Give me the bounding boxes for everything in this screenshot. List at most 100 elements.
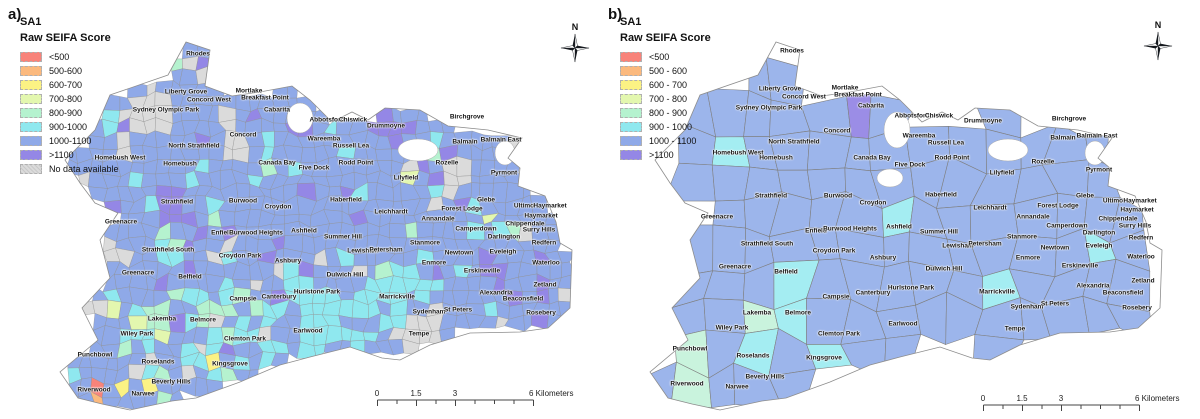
legend-item: 600 - 700 <box>620 78 711 92</box>
legend-item-label: 500-600 <box>49 66 83 76</box>
sa1-cell <box>127 315 148 330</box>
suburb-polygon <box>768 368 817 410</box>
legend-item-label: 1000 - 1100 <box>649 136 697 146</box>
sa1-mosaic <box>64 42 572 410</box>
sa1-cell <box>313 264 330 278</box>
legend-item: >1100 <box>620 148 711 162</box>
scale-tick-label: 1.5 <box>410 389 422 398</box>
legend-swatch <box>20 108 42 118</box>
sa1-cell <box>405 221 418 239</box>
legend-item: 900 - 1000 <box>620 120 711 134</box>
sa1-cell <box>427 119 444 133</box>
sa1-cell <box>483 301 498 317</box>
legend-swatch <box>620 122 642 132</box>
legend-swatch <box>20 150 42 160</box>
legend-item: 700-800 <box>20 92 119 106</box>
sa1-cell <box>466 220 485 241</box>
sa1-cell <box>466 275 481 292</box>
legend-item-label: 800 - 900 <box>649 108 688 118</box>
sa1-cell <box>328 185 343 197</box>
scale-tick-label: 6 Kilometers <box>529 389 574 398</box>
legend-a: SA1 Raw SEIFA Score <500 500-600 600-700 70… <box>20 16 119 176</box>
legend-item: 800 - 900 <box>620 106 711 120</box>
sa1-cell <box>169 214 183 223</box>
sa1-cell <box>155 390 173 410</box>
legend-swatch <box>20 164 42 174</box>
sa1-cell <box>286 79 299 99</box>
choropleth-map-sa1 <box>59 41 573 411</box>
water-body <box>286 102 314 134</box>
compass-star-icon <box>1143 31 1173 61</box>
legend-item: <500 <box>620 50 711 64</box>
legend-swatch <box>620 80 642 90</box>
legend-item-label: 700 - 800 <box>649 94 688 104</box>
sa1-cell <box>168 196 183 215</box>
legend-swatch <box>20 66 42 76</box>
legend-item-label: >1100 <box>49 150 74 160</box>
scale-bar-line <box>377 399 534 406</box>
sa1-cell <box>168 312 186 333</box>
legend-item: 900-1000 <box>20 120 119 134</box>
sa1-cell <box>536 288 550 305</box>
north-arrow: N <box>557 22 593 63</box>
legend-swatch <box>620 52 642 62</box>
sa1-cell <box>416 221 434 238</box>
legend-item: 1000-1100 <box>20 134 119 148</box>
legend-item-label: No data available <box>49 164 119 174</box>
legend-swatch <box>20 122 42 132</box>
panel-a-label: a) <box>8 6 22 23</box>
water-body <box>987 138 1029 162</box>
suburb-polygon <box>971 334 1025 380</box>
sa1-cell <box>470 175 481 184</box>
sa1-cell <box>127 171 144 188</box>
legend-title: SA1 <box>620 16 642 28</box>
sa1-cell <box>236 182 251 199</box>
suburb-polygon <box>663 162 716 202</box>
legend-swatch <box>620 66 642 76</box>
sa1-cell <box>205 379 224 398</box>
scale-tick-label: 3 <box>1058 394 1064 403</box>
legend-items: <500 500-600 600-700 700-800 800-900 900-1000… <box>20 50 119 176</box>
suburb-polygon <box>711 164 751 202</box>
suburb-polygon <box>1086 159 1121 198</box>
sa1-cell <box>561 261 572 278</box>
sa1-cell <box>168 159 186 174</box>
sa1-cell <box>299 313 315 331</box>
sa1-cell <box>326 175 343 188</box>
legend-subtitle: Raw SEIFA Score <box>20 32 111 44</box>
water-body <box>397 138 439 162</box>
water-body <box>876 168 904 188</box>
study-area-outline <box>649 41 1163 411</box>
suburb-polygon <box>711 136 751 168</box>
sa1-cell <box>470 182 481 201</box>
choropleth-map-suburb <box>649 41 1163 411</box>
sa1-cell <box>479 159 495 177</box>
sa1-cell <box>103 200 122 214</box>
north-arrow: N <box>1140 20 1176 61</box>
sa1-cell <box>300 147 317 163</box>
legend-item-label: 900 - 1000 <box>649 122 693 132</box>
sa1-cell <box>146 313 155 330</box>
legend-item: 500-600 <box>20 64 119 78</box>
sa1-cell <box>478 183 494 203</box>
sa1-cell <box>182 42 199 60</box>
legend-swatch <box>20 80 42 90</box>
legend-item: 800-900 <box>20 106 119 120</box>
sa1-cell <box>452 221 468 240</box>
legend-item-label: 600 - 700 <box>649 80 688 90</box>
sa1-cell <box>208 142 225 161</box>
sa1-cell <box>366 249 377 266</box>
sa1-cell <box>374 104 394 123</box>
sa1-cell <box>155 185 172 198</box>
scale-tick-label: 6 Kilometers <box>1135 394 1180 403</box>
compass-star-icon <box>560 33 590 63</box>
legend-item-label: 900-1000 <box>49 122 88 132</box>
sa1-cell <box>298 275 314 295</box>
sa1-cell <box>375 148 393 161</box>
legend-item-label: <500 <box>49 52 70 62</box>
sa1-cell <box>439 327 456 346</box>
scale-bar: 0 1.5 3 6 Kilometers <box>375 389 573 409</box>
legend-item-label: >1100 <box>649 150 674 160</box>
legend-item: 600-700 <box>20 78 119 92</box>
legend-item-label: 800-900 <box>49 108 83 118</box>
